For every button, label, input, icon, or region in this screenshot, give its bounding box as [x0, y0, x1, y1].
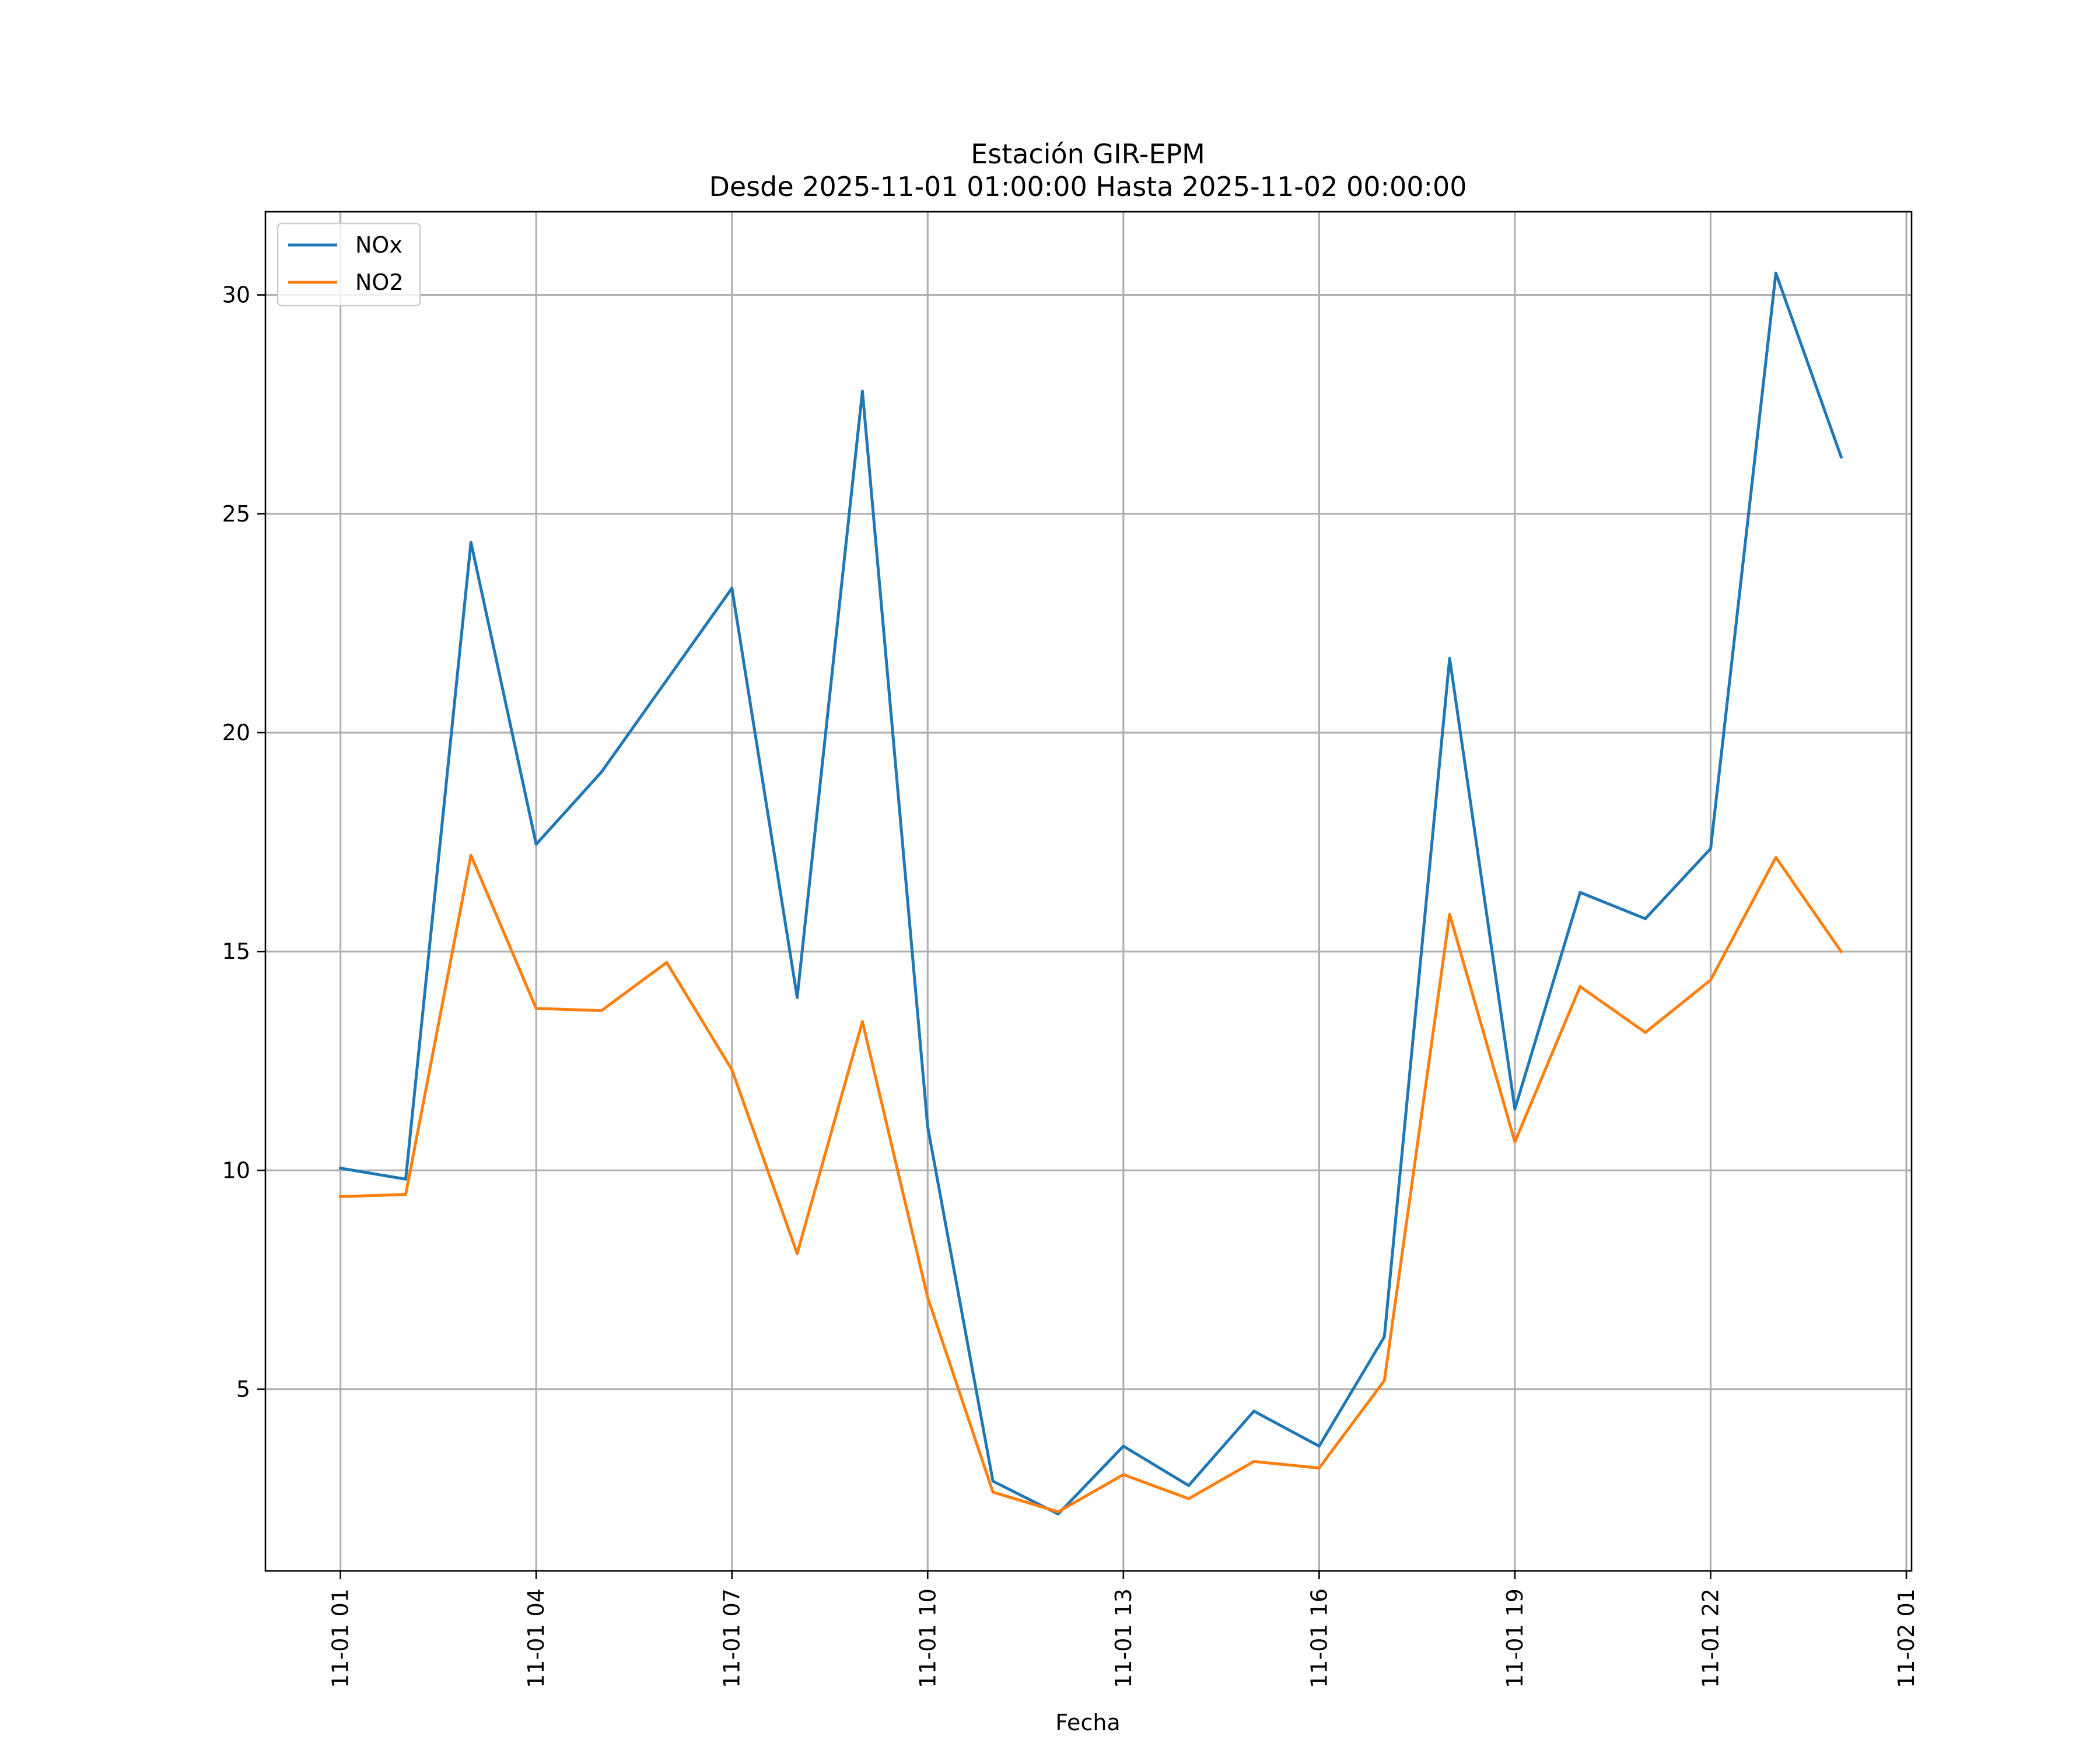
axes-frame: [264, 211, 1913, 1572]
y-tick-label: 25: [222, 501, 250, 527]
legend: NOx NO2: [276, 222, 421, 307]
y-tick-label: 5: [236, 1377, 250, 1402]
legend-label-no2: NO2: [355, 270, 404, 295]
x-tick-label: 11-01 07: [719, 1588, 745, 1688]
x-tick-label: 11-01 19: [1502, 1588, 1528, 1688]
x-tick-label: 11-01 16: [1306, 1588, 1332, 1688]
x-tick-label: 11-01 22: [1698, 1588, 1723, 1688]
x-axis: 11-01 01 11-01 04 11-01 07 11-01 10 11-01 13…: [328, 1571, 1919, 1688]
grid: [265, 212, 1912, 1571]
x-tick-label: 11-01 13: [1111, 1588, 1136, 1688]
x-tick-label: 11-01 10: [915, 1588, 940, 1688]
y-axis: 5 10 15 20 25 30: [222, 282, 265, 1402]
series-line-no2: [339, 853, 1843, 1514]
y-tick-label: 30: [222, 282, 250, 308]
x-tick-label: 11-01 04: [523, 1588, 549, 1688]
y-tick-label: 20: [222, 720, 250, 746]
legend-label-nox: NOx: [355, 232, 402, 258]
plot-area: [338, 271, 1843, 1516]
chart-title-line-1: Estación GIR-EPM: [971, 138, 1205, 170]
x-tick-label: 11-02 01: [1894, 1588, 1919, 1688]
x-axis-label: Fecha: [1055, 1710, 1120, 1735]
x-tick-label: 11-01 01: [328, 1588, 354, 1688]
series-line-nox: [338, 271, 1843, 1516]
y-tick-label: 15: [222, 939, 250, 964]
chart-title-line-2: Desde 2025-11-01 01:00:00 Hasta 2025-11-…: [709, 171, 1466, 202]
y-tick-label: 10: [222, 1157, 250, 1183]
